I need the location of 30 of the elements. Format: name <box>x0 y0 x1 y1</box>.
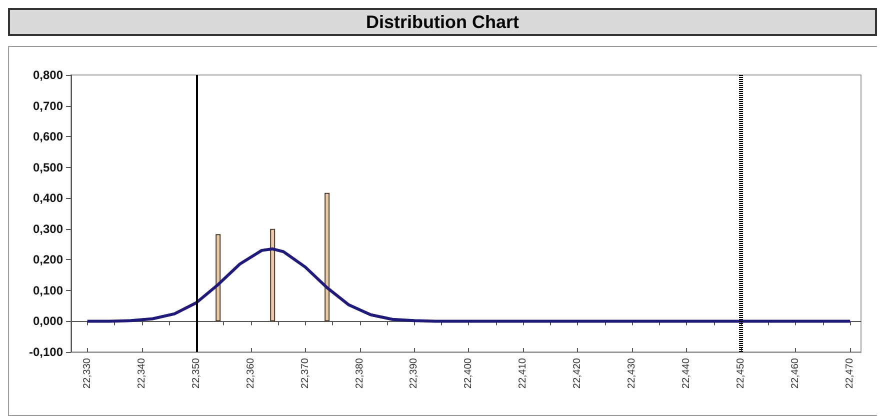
x-tick-label: 22,390 <box>408 358 420 389</box>
y-tick-label: 0,200 <box>32 252 64 267</box>
bar <box>270 228 276 322</box>
x-tick-label: 22,400 <box>463 358 474 389</box>
y-tick-label: 0,000 <box>32 314 64 328</box>
bar <box>324 192 330 322</box>
x-tick-label: 22,440 <box>681 358 692 389</box>
y-tick-label: 0,700 <box>32 98 64 113</box>
y-tick-label: 0,500 <box>32 160 64 174</box>
x-tick-label: 22,430 <box>626 358 638 389</box>
x-tick-label: 22,460 <box>790 358 802 389</box>
y-tick-label: 0,300 <box>32 222 64 236</box>
y-tick-label: 0,100 <box>32 283 64 298</box>
x-tick-label: 22,380 <box>354 358 366 389</box>
line-series <box>86 247 852 323</box>
y-tick-label: 0,800 <box>32 68 64 82</box>
x-tick-label: 22,360 <box>245 358 256 389</box>
y-tick-label: 0,400 <box>32 191 64 206</box>
x-tick-label: 22,420 <box>572 358 584 389</box>
y-tick-label: -0,100 <box>28 345 64 359</box>
x-tick-label: 22,330 <box>82 358 93 389</box>
y-tick-label: 0,600 <box>32 130 64 144</box>
bar <box>216 234 221 322</box>
chart-title: Distribution Chart <box>8 8 877 36</box>
x-tick-label: 22,340 <box>136 358 148 389</box>
x-tick-label: 22,370 <box>300 358 311 389</box>
x-tick-label: 22,470 <box>844 358 856 389</box>
x-tick-label: 22,350 <box>190 358 202 389</box>
x-tick-label: 22,410 <box>518 358 529 389</box>
x-tick-label: 22,450 <box>736 358 747 389</box>
